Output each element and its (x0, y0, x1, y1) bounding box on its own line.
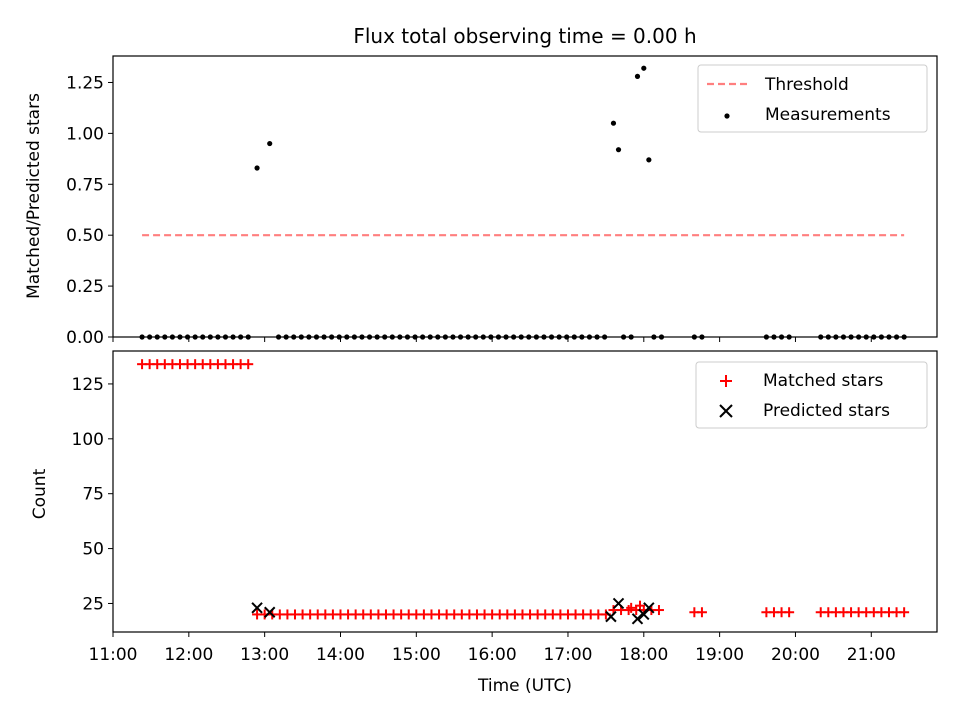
top-legend-box (697, 64, 928, 133)
top-x-ticks (112, 337, 872, 342)
x-tick-label: 11:00 (89, 645, 138, 665)
figure-title: Flux total observing time = 0.00 h (353, 24, 696, 48)
bottom-y-tick-label: 125 (72, 375, 104, 395)
predicted-star-marker (264, 606, 276, 618)
top-y-tick-label: 0.50 (66, 226, 104, 246)
top-y-tick-label: 0.00 (66, 328, 104, 348)
matched-star-marker (653, 605, 664, 616)
bottom-legend-box (695, 361, 928, 429)
matched-star-marker (626, 602, 637, 613)
x-tick-label: 20:00 (771, 645, 820, 665)
bottom-x-ticks: 11:00 12:00 13:00 14:00 15:00 16:00 17:00 18:00… (89, 632, 896, 665)
measurement-point (610, 120, 617, 126)
top-axes-frame (112, 55, 938, 338)
legend-matched-swatch (720, 375, 732, 387)
matched-star-marker (899, 607, 910, 618)
predicted-star-marker (638, 608, 650, 621)
measurement-point (634, 73, 641, 79)
top-y-tick-label: 1.00 (66, 124, 104, 144)
legend-measurements-swatch (724, 113, 730, 119)
x-axis-label: Time (UTC) (477, 676, 572, 696)
matched-star-marker (635, 600, 646, 611)
x-tick-label: 13:00 (240, 645, 289, 665)
legend-matched-label: Matched stars (763, 371, 883, 391)
x-tick-label: 19:00 (695, 645, 744, 665)
top-y-tick-label: 1.25 (66, 73, 104, 93)
bottom-y-tick-label: 25 (82, 594, 104, 614)
x-tick-label: 14:00 (316, 645, 365, 665)
top-y-axis-label: Matched/Predicted stars (24, 93, 44, 299)
bottom-y-axis-label: Count (30, 468, 50, 519)
measurement-point (646, 157, 652, 163)
measurement-point (641, 65, 647, 71)
bottom-panel: 25 50 75 100 125 11:00 12:00 13:00 14:00 15:00 16… (30, 350, 938, 696)
matched-star-marker (784, 607, 795, 618)
bottom-plot-area (137, 359, 910, 625)
bottom-y-tick-label: 75 (82, 485, 104, 505)
measurement-point (267, 140, 273, 147)
matched-star-marker (243, 359, 254, 370)
bottom-legend: Matched stars Predicted stars (695, 361, 928, 429)
top-panel: 0.00 0.25 0.50 0.75 1.00 1.25 Matched/Predict… (24, 55, 938, 348)
predicted-star-marker (643, 602, 655, 614)
predicted-star-marker (605, 610, 617, 623)
bottom-y-tick-label: 100 (72, 430, 104, 450)
measurement-point (254, 165, 260, 171)
bottom-axes-frame (112, 350, 938, 633)
x-tick-label: 21:00 (847, 645, 896, 665)
top-y-ticks: 0.00 0.25 0.50 0.75 1.00 1.25 (66, 73, 113, 348)
top-plot-area (139, 65, 907, 340)
legend-measurements-label: Measurements (765, 105, 891, 125)
bottom-y-ticks: 25 50 75 100 125 (72, 375, 113, 614)
matched-star-marker (696, 607, 707, 618)
top-y-tick-label: 0.25 (66, 277, 104, 297)
predicted-star-marker (251, 602, 263, 614)
predicted-star-marker (631, 613, 644, 625)
legend-predicted-label: Predicted stars (763, 401, 890, 421)
x-tick-label: 17:00 (543, 645, 592, 665)
x-tick-label: 12:00 (164, 645, 213, 665)
measurement-point (615, 147, 622, 153)
legend-predicted-swatch (719, 404, 733, 418)
top-y-tick-label: 0.75 (66, 175, 104, 195)
x-tick-label: 18:00 (619, 645, 668, 665)
top-legend: Threshold Measurements (697, 64, 928, 133)
x-tick-label: 16:00 (468, 645, 517, 665)
legend-threshold-label: Threshold (764, 75, 849, 95)
bottom-y-tick-label: 50 (82, 540, 104, 560)
x-tick-label: 15:00 (392, 645, 441, 665)
predicted-star-marker (612, 597, 625, 610)
